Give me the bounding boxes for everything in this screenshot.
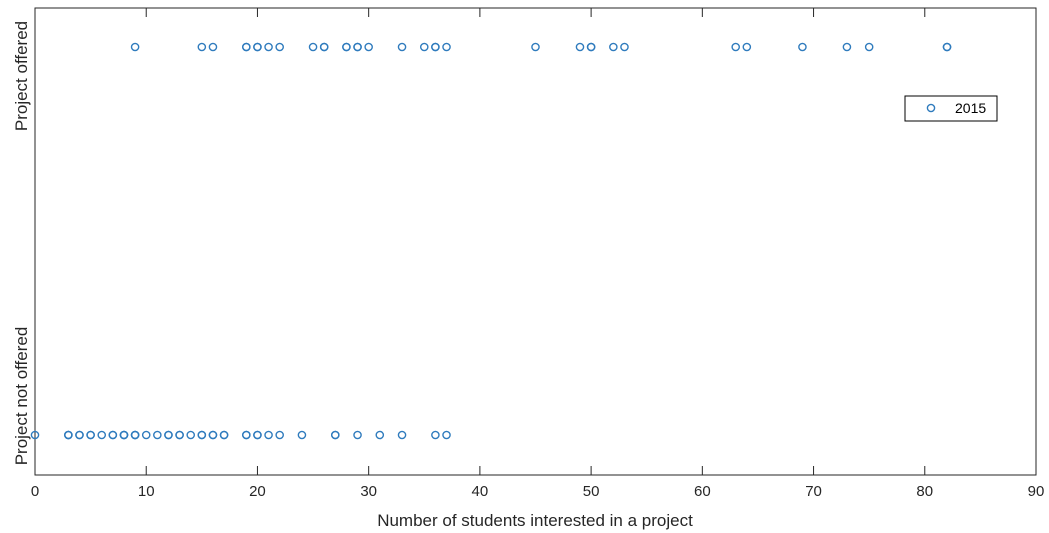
x-axis: 0 10 20 30 40 50 60 70 80 90 xyxy=(31,8,1045,500)
data-point-offered xyxy=(419,42,429,52)
data-point-offered xyxy=(531,42,540,52)
data-point-not-offered xyxy=(264,430,273,440)
data-point-not-offered xyxy=(108,430,118,440)
data-point-offered xyxy=(431,42,440,52)
data-point-offered xyxy=(319,42,329,52)
data-point-not-offered xyxy=(442,430,451,440)
data-point-not-offered xyxy=(208,430,218,440)
data-point-offered xyxy=(742,42,752,52)
data-markers xyxy=(30,42,952,440)
data-point-not-offered xyxy=(197,430,207,440)
x-tick-label: 30 xyxy=(360,483,377,500)
data-point-offered xyxy=(575,42,585,52)
data-point-not-offered xyxy=(130,430,140,440)
x-tick-label: 0 xyxy=(31,483,39,500)
data-point-offered xyxy=(620,42,629,52)
legend: 2015 xyxy=(904,95,998,122)
data-point-not-offered xyxy=(242,430,251,440)
data-point-offered xyxy=(397,42,407,52)
data-point-offered xyxy=(342,42,351,52)
data-point-offered xyxy=(130,42,140,52)
x-tick-label: 10 xyxy=(138,483,155,500)
data-point-not-offered xyxy=(375,430,385,440)
data-point-not-offered xyxy=(186,430,196,440)
data-point-offered xyxy=(842,42,852,52)
data-point-not-offered xyxy=(97,430,107,440)
legend-label: 2015 xyxy=(955,100,986,116)
x-tick-label: 70 xyxy=(805,483,822,500)
data-point-offered xyxy=(364,42,373,52)
data-point-offered xyxy=(798,42,807,52)
data-point-not-offered xyxy=(297,430,307,440)
data-point-offered xyxy=(197,42,207,52)
data-point-not-offered xyxy=(164,430,173,440)
data-point-not-offered xyxy=(119,430,129,440)
x-tick-label: 40 xyxy=(472,483,489,500)
data-point-not-offered xyxy=(175,430,184,440)
data-point-not-offered xyxy=(275,430,284,440)
x-tick-label: 60 xyxy=(694,483,711,500)
data-point-not-offered xyxy=(253,430,262,440)
data-point-offered xyxy=(264,42,273,52)
data-point-offered xyxy=(942,42,952,52)
data-point-not-offered xyxy=(153,430,162,440)
legend-marker xyxy=(926,103,936,113)
data-point-not-offered xyxy=(397,430,407,440)
data-point-offered xyxy=(731,42,741,52)
y-category-label-not-offered: Project not offered xyxy=(12,327,31,466)
data-point-offered xyxy=(308,42,318,52)
data-point-not-offered xyxy=(75,430,84,440)
data-point-not-offered xyxy=(86,430,95,440)
data-point-not-offered xyxy=(219,430,229,440)
data-point-not-offered xyxy=(64,430,73,440)
data-point-offered xyxy=(353,42,362,52)
x-tick-label: 90 xyxy=(1028,483,1045,500)
data-point-not-offered xyxy=(431,430,440,440)
x-tick-label: 50 xyxy=(583,483,600,500)
data-point-not-offered xyxy=(30,430,40,440)
x-axis-title: Number of students interested in a proje… xyxy=(377,511,693,530)
data-point-offered xyxy=(253,42,262,52)
plot-area xyxy=(34,7,1037,476)
data-point-offered xyxy=(275,42,284,52)
data-point-offered xyxy=(242,42,251,52)
data-point-offered xyxy=(586,42,596,52)
data-point-offered xyxy=(864,42,874,52)
x-tick-label: 20 xyxy=(249,483,266,500)
x-tick-label: 80 xyxy=(916,483,933,500)
y-category-label-offered: Project offered xyxy=(12,21,31,131)
data-point-not-offered xyxy=(141,430,151,440)
legend-box xyxy=(904,95,998,122)
data-point-not-offered xyxy=(353,430,362,440)
data-point-offered xyxy=(609,42,618,52)
data-point-offered xyxy=(208,42,218,52)
data-point-offered xyxy=(442,42,451,52)
data-point-not-offered xyxy=(330,430,340,440)
